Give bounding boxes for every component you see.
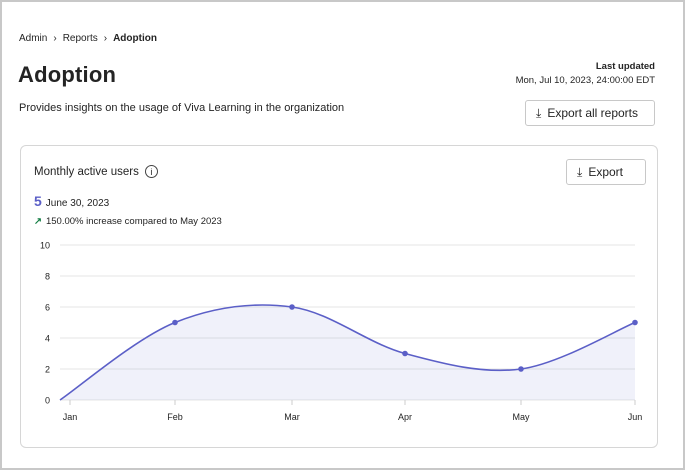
card-title: Monthly active users bbox=[34, 165, 139, 178]
data-point[interactable] bbox=[402, 350, 408, 357]
area-fill bbox=[60, 305, 635, 400]
export-button[interactable]: ⤓ Export bbox=[566, 159, 646, 185]
download-icon: ⤓ bbox=[536, 105, 542, 120]
x-tick-label: Feb bbox=[167, 412, 183, 422]
y-tick-label: 8 bbox=[45, 272, 50, 282]
page-title: Adoption bbox=[18, 62, 117, 87]
y-tick-label: 0 bbox=[45, 396, 50, 406]
chevron-right-icon: › bbox=[103, 33, 108, 44]
page-description: Provides insights on the usage of Viva L… bbox=[19, 102, 345, 114]
export-label: Export bbox=[588, 165, 623, 179]
monthly-active-users-card: Monthly active users i ⤓ Export 5 June 30, … bbox=[20, 145, 658, 448]
trend-up-icon: ↗ bbox=[34, 216, 42, 227]
info-icon[interactable]: i bbox=[144, 165, 158, 178]
last-updated: Last updated Mon, Jul 10, 2023, 24:00:00 … bbox=[516, 60, 655, 88]
y-tick-label: 6 bbox=[45, 303, 50, 313]
data-point[interactable] bbox=[632, 319, 638, 326]
x-tick-label: Jun bbox=[628, 412, 643, 422]
breadcrumb-reports[interactable]: Reports bbox=[62, 33, 98, 44]
data-point[interactable] bbox=[289, 304, 295, 310]
x-tick-label: Mar bbox=[284, 412, 300, 422]
last-updated-value: Mon, Jul 10, 2023, 24:00:00 EDT bbox=[515, 75, 655, 86]
metric-value: 5 bbox=[34, 193, 42, 209]
data-point[interactable] bbox=[172, 319, 178, 326]
x-tick-label: Jan bbox=[63, 412, 78, 422]
breadcrumb-admin[interactable]: Admin bbox=[19, 33, 48, 44]
metric-date: June 30, 2023 bbox=[45, 198, 110, 209]
y-tick-label: 2 bbox=[45, 365, 50, 375]
data-point[interactable] bbox=[518, 366, 524, 372]
breadcrumb-current: Adoption bbox=[113, 33, 157, 44]
y-tick-label: 10 bbox=[40, 241, 50, 251]
download-icon: ⤓ bbox=[577, 164, 583, 179]
x-tick-label: Apr bbox=[398, 412, 412, 422]
y-tick-label: 4 bbox=[45, 334, 50, 344]
trend-text: 150.00% increase compared to May 2023 bbox=[45, 216, 222, 227]
breadcrumb: Admin › Reports › Adoption bbox=[19, 33, 157, 44]
export-all-label: Export all reports bbox=[547, 106, 639, 120]
chevron-right-icon: › bbox=[53, 33, 57, 44]
export-all-reports-button[interactable]: ⤓ Export all reports bbox=[525, 100, 655, 126]
x-tick-label: May bbox=[512, 412, 530, 422]
series-line bbox=[59, 304, 636, 401]
last-updated-label: Last updated bbox=[595, 61, 655, 72]
